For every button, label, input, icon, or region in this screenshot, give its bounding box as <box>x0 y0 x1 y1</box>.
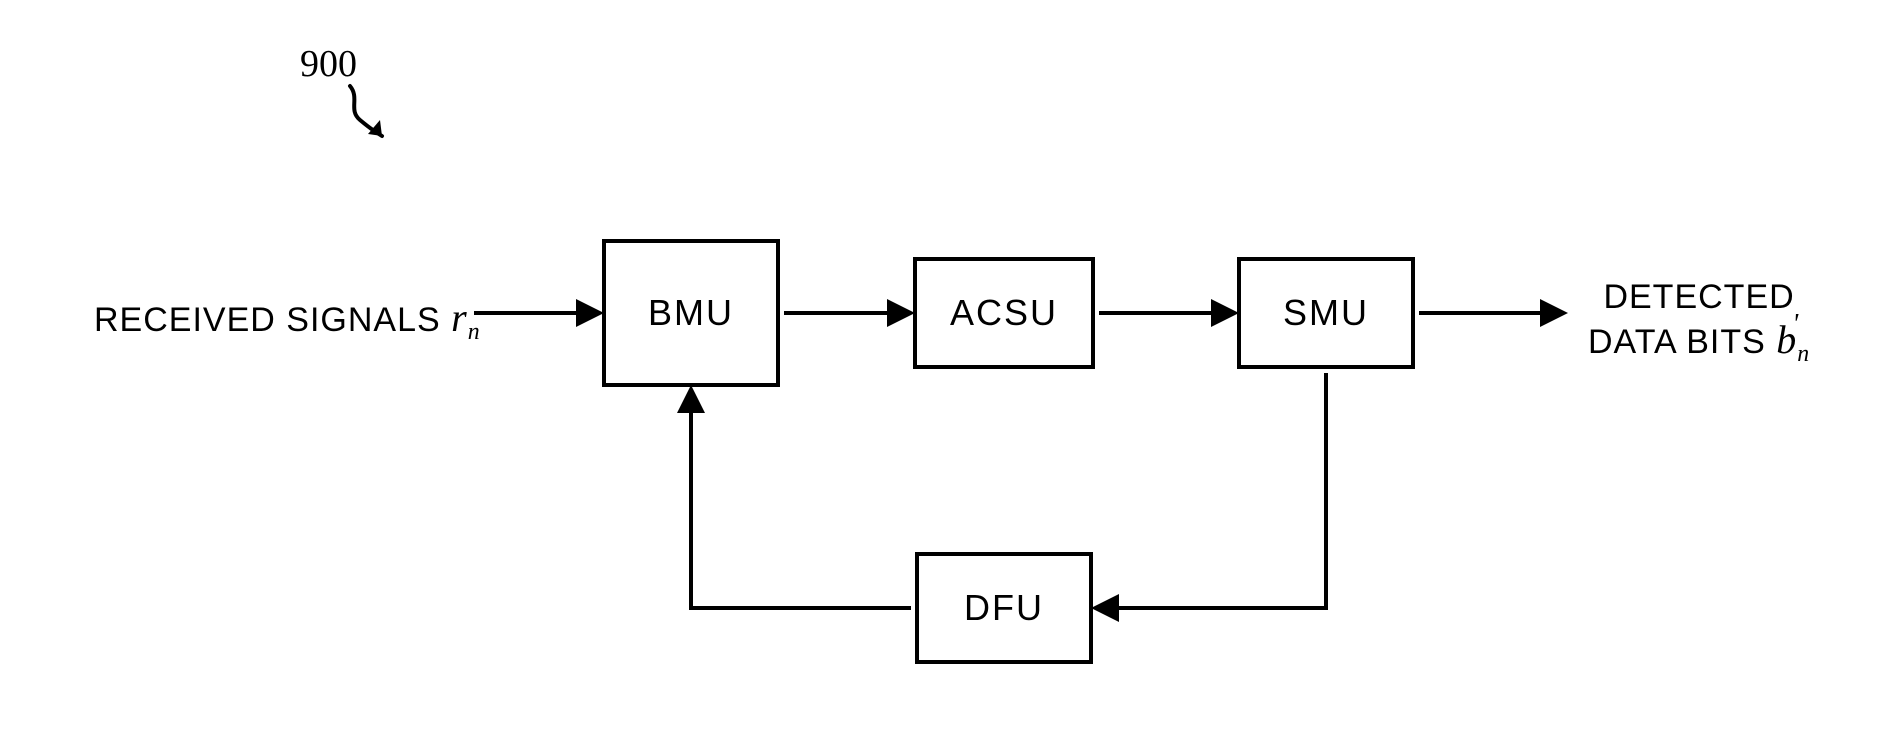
arrow-smu-to-dfu <box>1097 373 1326 608</box>
arrow-dfu-to-bmu <box>691 391 911 608</box>
arrows-layer <box>0 0 1900 752</box>
